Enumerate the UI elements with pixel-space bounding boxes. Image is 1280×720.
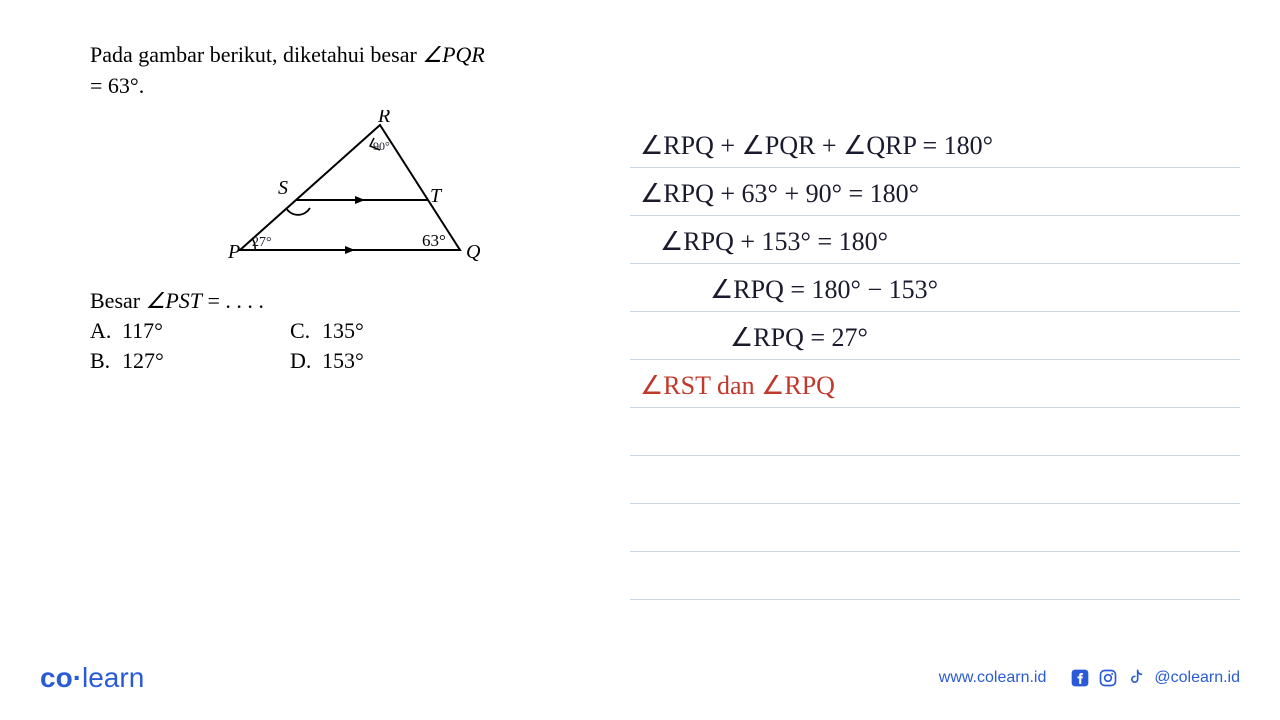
work-line: ∠RPQ = 27° xyxy=(630,312,1240,360)
work-line-blank xyxy=(630,456,1240,504)
facebook-icon xyxy=(1070,668,1090,688)
work-line-blank xyxy=(630,504,1240,552)
label-R: R xyxy=(377,110,390,127)
work-line: ∠RPQ + ∠PQR + ∠QRP = 180° xyxy=(630,120,1240,168)
angle-Q-label: 63° xyxy=(422,231,446,250)
label-S: S xyxy=(278,177,288,199)
prompt-pre: Besar xyxy=(90,288,146,313)
tiktok-icon xyxy=(1126,668,1146,688)
prompt-post: = . . . . xyxy=(202,288,264,313)
option-B: B.127° xyxy=(90,348,270,374)
work-text-3: ∠RPQ + 153° = 180° xyxy=(660,227,888,257)
options-grid: A.117° C.135° B.127° D.153° xyxy=(90,318,610,374)
work-line-blank xyxy=(630,408,1240,456)
work-line: ∠RPQ + 153° = 180° xyxy=(630,216,1240,264)
question-column: Pada gambar berikut, diketahui besar ∠PQ… xyxy=(90,40,610,600)
option-B-value: 127° xyxy=(122,348,164,373)
option-C: C.135° xyxy=(290,318,470,344)
question-line1-pre: Pada gambar berikut, diketahui besar xyxy=(90,42,422,67)
option-D-label: D. xyxy=(290,348,322,374)
work-line-blank xyxy=(630,552,1240,600)
option-A-label: A. xyxy=(90,318,122,344)
label-Q: Q xyxy=(466,241,481,263)
social-group: @colearn.id xyxy=(1070,668,1240,688)
option-C-label: C. xyxy=(290,318,322,344)
question-text: Pada gambar berikut, diketahui besar ∠PQ… xyxy=(90,40,610,102)
brand-logo: co·learn xyxy=(40,662,144,694)
footer-handle: @colearn.id xyxy=(1154,669,1240,687)
work-line: ∠RPQ + 63° + 90° = 180° xyxy=(630,168,1240,216)
option-A-value: 117° xyxy=(122,318,163,343)
prompt-text: Besar ∠PST = . . . . xyxy=(90,288,610,314)
work-line: ∠RPQ = 180° − 153° xyxy=(630,264,1240,312)
triangle-diagram: P Q R S T 63° 27° 90° xyxy=(200,110,500,280)
label-T: T xyxy=(430,185,443,207)
question-line2: = 63°. xyxy=(90,73,144,98)
prompt-angle: ∠PST xyxy=(146,288,202,313)
work-text-5: ∠RPQ = 27° xyxy=(730,323,868,353)
footer-right: www.colearn.id @colearn.id xyxy=(939,668,1240,688)
option-C-value: 135° xyxy=(322,318,364,343)
question-angle-pqr: ∠PQR xyxy=(422,42,485,67)
footer-url: www.colearn.id xyxy=(939,669,1047,687)
option-A: A.117° xyxy=(90,318,270,344)
option-D-value: 153° xyxy=(322,348,364,373)
work-text-4: ∠RPQ = 180° − 153° xyxy=(710,275,938,305)
workings-column: ∠RPQ + ∠PQR + ∠QRP = 180° ∠RPQ + 63° + 9… xyxy=(610,40,1240,600)
option-D: D.153° xyxy=(290,348,470,374)
instagram-icon xyxy=(1098,668,1118,688)
angle-R-annot: 90° xyxy=(373,139,390,153)
work-text-6: ∠RST dan ∠RPQ xyxy=(640,371,835,401)
logo-learn: learn xyxy=(82,662,144,693)
work-line: ∠RST dan ∠RPQ xyxy=(630,360,1240,408)
work-text-2: ∠RPQ + 63° + 90° = 180° xyxy=(640,179,919,209)
logo-co: co xyxy=(40,662,73,693)
angle-P-annot: 27° xyxy=(252,235,272,250)
label-P: P xyxy=(227,241,240,263)
logo-dot: · xyxy=(73,662,82,693)
work-text-1: ∠RPQ + ∠PQR + ∠QRP = 180° xyxy=(640,131,993,161)
option-B-label: B. xyxy=(90,348,122,374)
footer: co·learn www.colearn.id @colearn.id xyxy=(0,662,1280,694)
